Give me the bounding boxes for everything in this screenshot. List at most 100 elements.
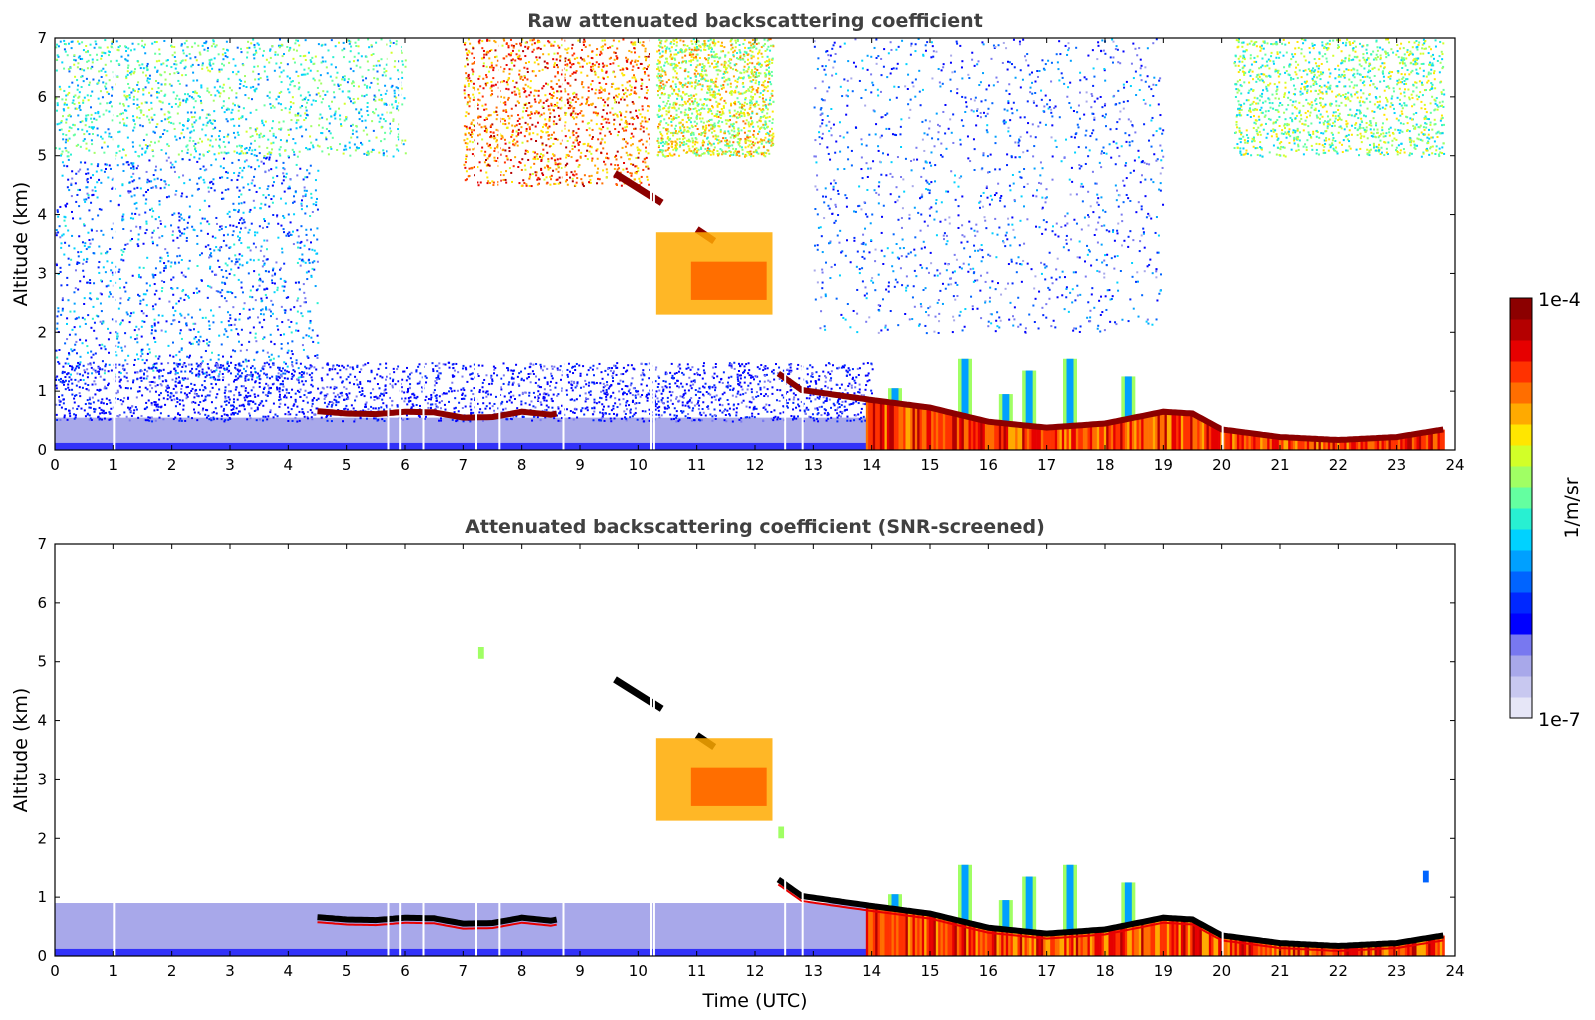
noise-speck (616, 57, 619, 60)
noise-speck (178, 230, 181, 233)
noise-speck (100, 347, 103, 350)
noise-speck (160, 63, 163, 66)
noise-speck (271, 274, 274, 277)
noise-speck (384, 92, 387, 95)
noise-speck (258, 152, 261, 155)
noise-speck (279, 38, 282, 41)
noise-speck (188, 356, 191, 359)
noise-speck (515, 53, 518, 56)
noise-speck (622, 89, 625, 92)
noise-speck (738, 76, 741, 79)
noise-speck (572, 134, 575, 137)
noise-speck (227, 141, 230, 144)
noise-speck (625, 67, 628, 70)
noise-speck (348, 146, 351, 149)
noise-speck (311, 56, 314, 59)
noise-speck (163, 281, 166, 284)
noise-speck (541, 105, 544, 108)
noise-speck (280, 61, 283, 64)
noise-speck (233, 124, 236, 127)
noise-speck (304, 193, 307, 196)
noise-speck (362, 129, 365, 132)
noise-speck (56, 322, 59, 325)
noise-speck (572, 63, 575, 66)
noise-speck (692, 38, 695, 41)
noise-speck (476, 142, 479, 145)
noise-speck (79, 280, 82, 283)
noise-speck (688, 127, 691, 130)
noise-speck (121, 349, 124, 352)
noise-speck (73, 302, 76, 305)
noise-speck (763, 114, 766, 117)
noise-speck (66, 357, 69, 360)
noise-speck (279, 44, 282, 47)
noise-speck (96, 134, 99, 137)
noise-speck (534, 74, 537, 77)
noise-speck (160, 279, 163, 282)
noise-speck (487, 164, 490, 167)
noise-speck (238, 231, 241, 234)
noise-speck (118, 278, 121, 281)
noise-speck (701, 132, 704, 135)
noise-speck (512, 143, 515, 146)
noise-speck (297, 81, 300, 84)
noise-speck (613, 51, 616, 54)
noise-speck (600, 151, 603, 154)
noise-speck (556, 163, 559, 166)
noise-speck (702, 104, 705, 107)
noise-speck (296, 241, 299, 244)
noise-speck (633, 92, 636, 95)
noise-speck (258, 136, 261, 139)
noise-speck (87, 196, 90, 199)
noise-speck (564, 135, 567, 138)
noise-speck (243, 80, 246, 83)
noise-speck (764, 116, 767, 119)
noise-speck (563, 48, 566, 51)
noise-speck (218, 334, 221, 337)
noise-speck (556, 52, 559, 55)
noise-speck (504, 178, 507, 181)
noise-speck (590, 174, 593, 177)
noise-speck (192, 106, 195, 109)
noise-speck (598, 53, 601, 56)
noise-speck (249, 331, 252, 334)
noise-speck (249, 289, 252, 292)
noise-speck (465, 72, 468, 75)
noise-speck (533, 61, 536, 64)
noise-speck (754, 39, 757, 42)
noise-speck (616, 150, 619, 153)
noise-speck (154, 169, 157, 172)
noise-speck (188, 328, 191, 331)
noise-speck (271, 184, 274, 187)
noise-speck (626, 81, 629, 84)
noise-speck (102, 51, 105, 54)
noise-speck (150, 332, 153, 335)
noise-speck (391, 103, 394, 106)
noise-speck (181, 192, 184, 195)
noise-speck (234, 254, 237, 257)
noise-speck (318, 117, 321, 120)
noise-speck (90, 139, 93, 142)
noise-speck (250, 222, 253, 225)
noise-speck (515, 135, 518, 138)
noise-speck (626, 122, 629, 125)
noise-speck (66, 139, 69, 142)
noise-speck (269, 49, 272, 52)
noise-speck (350, 82, 353, 85)
noise-speck (63, 48, 66, 51)
noise-speck (529, 80, 532, 83)
noise-speck (283, 262, 286, 265)
noise-speck (286, 75, 289, 78)
noise-speck (226, 290, 229, 293)
noise-speck (184, 93, 187, 96)
noise-speck (116, 337, 119, 340)
noise-speck (202, 123, 205, 126)
noise-speck (157, 357, 160, 360)
noise-speck (495, 55, 498, 58)
noise-speck (110, 269, 113, 272)
noise-speck (204, 245, 207, 248)
noise-speck (257, 316, 260, 319)
noise-speck (146, 256, 149, 259)
noise-speck (550, 144, 553, 147)
noise-speck (89, 43, 92, 46)
